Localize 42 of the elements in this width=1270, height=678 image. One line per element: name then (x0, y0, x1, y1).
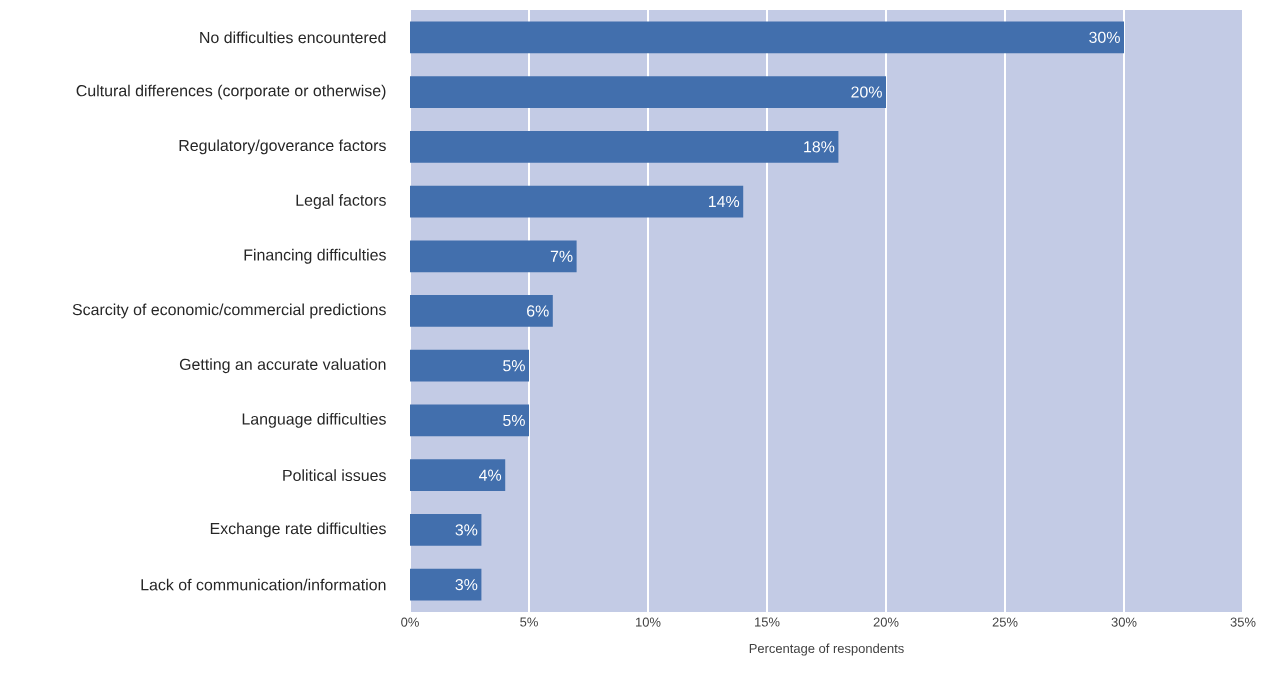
data-label: 6% (527, 305, 549, 317)
bar (410, 568, 482, 601)
data-label: 7% (550, 250, 573, 262)
y-tick-label: Scarcity of economic/commercial predictions (72, 303, 386, 319)
bar (410, 185, 744, 218)
x-axis-title: Percentage of respondents (749, 643, 904, 656)
data-label: 3% (455, 578, 478, 591)
y-tick-label: No difficulties encountered (200, 31, 386, 44)
x-tick-label: 25% (992, 617, 1018, 627)
data-label: 3% (455, 524, 478, 536)
data-label: 20% (851, 86, 882, 98)
y-tick-label: Financing difficulties (244, 248, 386, 264)
y-tick-label: Legal factors (296, 194, 386, 209)
x-tick-label: 35% (1230, 617, 1256, 627)
y-tick-label: Lack of communication/information (141, 578, 386, 591)
data-label: 14% (709, 195, 740, 208)
bar (410, 295, 553, 327)
bar (410, 349, 530, 382)
y-tick-label: Political issues (283, 469, 386, 482)
x-tick-label: 20% (873, 617, 899, 627)
data-label: 30% (1089, 31, 1120, 43)
y-tick-label: Exchange rate difficulties (210, 522, 386, 538)
x-tick-label: 10% (636, 617, 661, 627)
x-tick-label: 30% (1111, 617, 1137, 627)
bar (410, 459, 506, 492)
y-tick-label: Regulatory/goverance factors (179, 139, 386, 155)
bar (410, 76, 887, 108)
x-tick-label: 0% (401, 617, 419, 627)
y-tick-label: Getting an accurate valuation (179, 358, 386, 374)
bar (410, 21, 1125, 54)
data-label: 18% (804, 141, 835, 153)
bar (410, 404, 530, 437)
data-label: 4% (479, 469, 502, 481)
x-tick-label: 5% (520, 617, 538, 627)
bar (410, 514, 482, 546)
y-tick-label: Cultural differences (corporate or otherwise) (76, 84, 386, 100)
bar (410, 240, 577, 273)
data-label: 5% (503, 360, 525, 372)
bar (410, 130, 839, 163)
x-tick-label: 15% (755, 617, 780, 627)
y-tick-label: Language difficulties (242, 413, 386, 428)
data-label: 5% (503, 414, 525, 427)
